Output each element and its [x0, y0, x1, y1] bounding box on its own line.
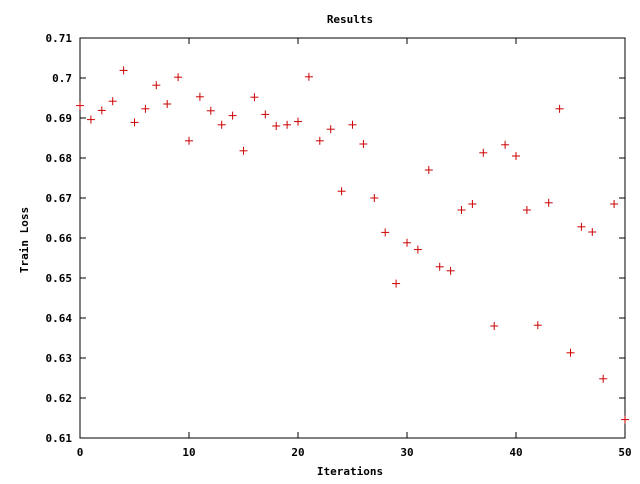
data-point — [326, 125, 335, 134]
plot-frame — [79, 37, 626, 439]
data-point — [522, 206, 531, 214]
data-point — [446, 266, 455, 275]
data-point — [294, 117, 302, 126]
data-point — [174, 73, 183, 82]
data-point — [403, 238, 411, 247]
y-tick-label: 0.7 — [52, 72, 72, 85]
x-tick-label: 40 — [509, 446, 522, 459]
y-tick-label: 0.71 — [46, 32, 73, 45]
data-point — [304, 72, 313, 81]
y-tick-label: 0.69 — [46, 112, 73, 125]
data-point — [141, 104, 150, 113]
data-point — [217, 120, 226, 129]
y-tick-label: 0.62 — [46, 392, 73, 405]
x-axis: 0 10 20 30 40 50 — [77, 38, 632, 459]
data-point — [228, 111, 237, 120]
x-tick-label: 20 — [291, 446, 304, 459]
data-point — [457, 206, 466, 214]
x-tick-label: 50 — [618, 446, 631, 459]
data-point — [381, 228, 390, 237]
data-series — [76, 66, 629, 424]
data-point — [468, 200, 477, 208]
data-point — [119, 66, 128, 75]
x-axis-label: Iterations — [317, 465, 383, 478]
data-point — [185, 136, 193, 145]
data-point — [544, 198, 553, 207]
data-point — [108, 97, 117, 106]
y-tick-label: 0.61 — [46, 432, 73, 445]
x-tick-label: 0 — [77, 446, 84, 459]
y-tick-label: 0.66 — [46, 232, 73, 245]
y-tick-label: 0.65 — [46, 272, 73, 285]
data-point — [435, 262, 444, 271]
data-point — [261, 110, 270, 119]
data-point — [359, 140, 368, 148]
y-tick-label: 0.68 — [46, 152, 73, 165]
data-point — [577, 222, 586, 231]
data-point — [76, 101, 84, 110]
data-point — [163, 100, 172, 108]
data-point — [413, 245, 422, 254]
data-point — [588, 228, 597, 236]
data-point — [348, 120, 357, 129]
y-tick-label: 0.63 — [46, 352, 73, 365]
data-point — [315, 136, 324, 145]
data-point — [533, 321, 542, 330]
data-point — [479, 148, 488, 157]
data-point — [424, 166, 433, 174]
data-point — [566, 348, 575, 357]
y-tick-label: 0.67 — [46, 192, 73, 205]
data-point — [501, 140, 510, 149]
data-point — [599, 374, 608, 383]
data-point — [512, 152, 520, 160]
data-point — [195, 92, 204, 101]
y-axis-label: Train Loss — [18, 207, 31, 273]
chart-title: Results — [327, 13, 373, 26]
y-axis: 0.61 0.62 0.63 0.64 0.65 0.66 0.67 0.68 0.69 0.7 0… — [46, 32, 625, 445]
data-point — [130, 118, 139, 127]
data-point — [370, 194, 379, 202]
data-point — [283, 120, 292, 129]
y-tick-label: 0.64 — [46, 312, 73, 325]
data-point — [392, 279, 401, 288]
data-point — [250, 93, 259, 102]
data-point — [337, 187, 346, 196]
x-tick-label: 30 — [400, 446, 413, 459]
data-point — [272, 122, 281, 130]
data-point — [86, 115, 95, 124]
data-point — [490, 322, 499, 330]
x-tick-label: 10 — [182, 446, 195, 459]
data-point — [206, 106, 215, 115]
data-point — [610, 200, 619, 208]
data-point — [555, 104, 564, 113]
data-point — [239, 146, 248, 155]
data-point — [97, 106, 106, 115]
data-point — [152, 81, 161, 90]
data-point — [621, 415, 629, 424]
